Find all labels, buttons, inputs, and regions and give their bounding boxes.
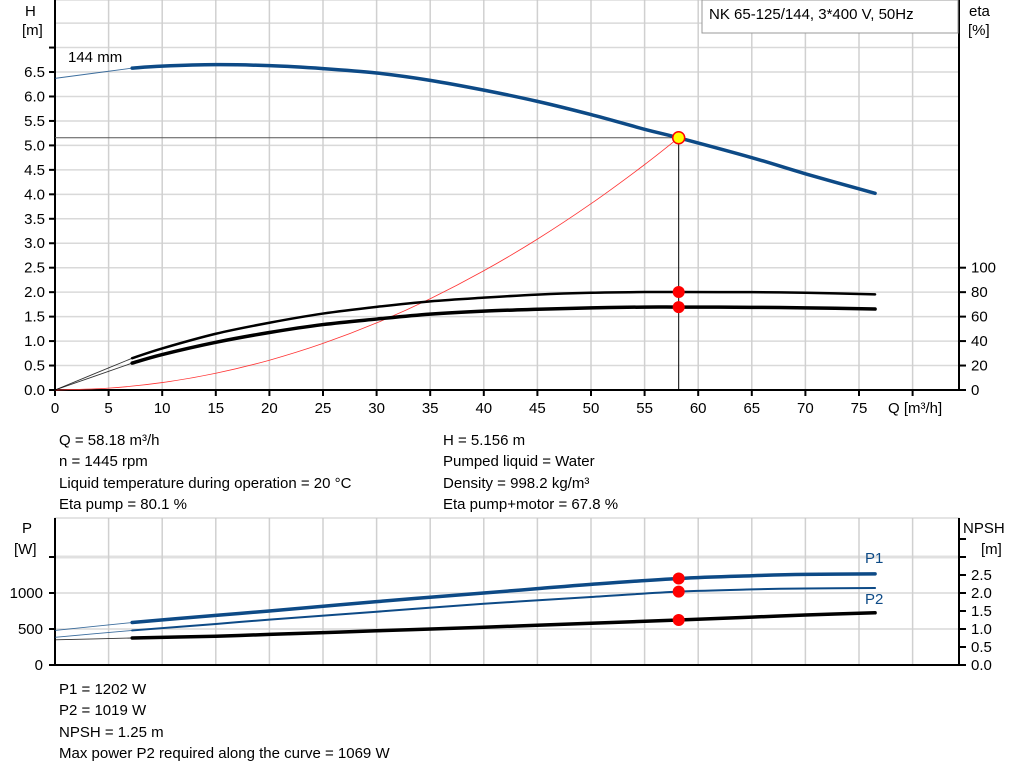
info-head: H = 5.156 m — [443, 432, 526, 449]
npsh-point-marker — [672, 614, 685, 626]
y-tick-label: 0.0 — [24, 382, 45, 399]
info-top-left: Q = 58.18 m³/h n = 1445 rpm Liquid tempe… — [59, 430, 351, 515]
p1-curve-line — [130, 572, 877, 625]
p2-curve-extrapolated-line — [54, 629, 133, 638]
x-tick-label: 25 — [315, 400, 332, 417]
p1-point-marker — [672, 572, 685, 585]
y-axis-unit: [m] — [22, 22, 43, 39]
x-tick-label: 50 — [583, 400, 600, 417]
x-tick-label: 5 — [104, 400, 112, 417]
y2-tick-label: 0.5 — [971, 639, 992, 656]
info-temperature: Liquid temperature during operation = 20… — [59, 474, 352, 492]
info-eta-pump-motor: Eta pump+motor = 67.8 % — [443, 495, 619, 513]
info-liquid: Pumped liquid = Water — [443, 453, 595, 471]
y-tick-label: 0.5 — [24, 358, 45, 375]
y-tick-label: 1000 — [10, 585, 43, 602]
info-p2: P2 = 1019 W — [59, 702, 147, 720]
y-axis-label: H — [25, 3, 36, 20]
info-npsh: NPSH = 1.25 m — [59, 723, 164, 741]
y-tick-label: 0 — [35, 657, 43, 674]
x-tick-label: 30 — [368, 400, 385, 417]
y-tick-label: 2.0 — [24, 284, 45, 301]
info-p1: P1 = 1202 W — [59, 681, 147, 698]
p2-curve-line — [131, 587, 877, 632]
info-flow: Q = 58.18 m³/h — [59, 432, 160, 449]
y2-axis-unit: [m] — [981, 541, 1002, 558]
curve-label: 144 mm — [68, 49, 122, 66]
y2-tick-label: 2.5 — [971, 567, 992, 584]
y-tick-label: 2.5 — [24, 260, 45, 277]
y-tick-label: 3.0 — [24, 235, 45, 252]
y2-tick-label: 80 — [971, 284, 988, 301]
y2-axis-label: eta — [969, 3, 991, 20]
head-curve-line — [130, 62, 877, 196]
p1-label: P1 — [865, 550, 883, 567]
y-tick-label: 6.0 — [24, 88, 45, 105]
y2-tick-label: 0.0 — [971, 657, 992, 674]
p1-curve-extrapolated-line — [54, 622, 133, 631]
y2-tick-label: 0 — [971, 382, 979, 399]
npsh-curve-extrapolated-line — [54, 637, 133, 641]
x-tick-label: 10 — [154, 400, 171, 417]
eta-pump-motor-curve-line — [130, 305, 877, 365]
y-tick-label: 3.5 — [24, 211, 45, 228]
y2-axis-unit: [%] — [968, 22, 990, 39]
x-tick-label: 55 — [636, 400, 653, 417]
eta-pump-motor-point-marker — [672, 301, 685, 314]
y-tick-label: 5.0 — [24, 137, 45, 154]
y2-tick-label: 100 — [971, 260, 996, 277]
y-axis-label: P — [22, 520, 32, 537]
y2-tick-label: 60 — [971, 309, 988, 326]
eta-pump-curve-extrapolated-line — [54, 357, 133, 391]
info-max-power: Max power P2 required along the curve = … — [59, 744, 390, 762]
x-tick-label: 65 — [743, 400, 760, 417]
y-tick-label: 4.0 — [24, 186, 45, 203]
y2-tick-label: 20 — [971, 358, 988, 375]
x-tick-label: 70 — [797, 400, 814, 417]
y2-tick-label: 1.0 — [971, 621, 992, 638]
x-tick-label: 15 — [207, 400, 224, 417]
eta-pump-motor-curve-extrapolated-line — [54, 362, 133, 391]
x-axis-label: Q [m³/h] — [888, 400, 942, 417]
head-curve-extrapolated-line — [54, 67, 133, 79]
p2-label: P2 — [865, 591, 883, 608]
y-tick-label: 6.5 — [24, 64, 45, 81]
x-tick-label: 75 — [851, 400, 868, 417]
y-tick-label: 1.0 — [24, 333, 45, 350]
info-bottom: P1 = 1202 W P2 = 1019 W NPSH = 1.25 m Ma… — [59, 679, 390, 764]
x-tick-label: 45 — [529, 400, 546, 417]
x-tick-label: 0 — [51, 400, 59, 417]
y-tick-label: 1.5 — [24, 309, 45, 326]
title-box — [701, 0, 959, 34]
eta-pump-curve-line — [130, 290, 877, 360]
y-tick-label: 500 — [18, 621, 43, 638]
x-tick-label: 60 — [690, 400, 707, 417]
info-eta-pump: Eta pump = 80.1 % — [59, 495, 187, 513]
y2-tick-label: 40 — [971, 333, 988, 350]
y2-axis-label: NPSH — [963, 520, 1005, 537]
info-density: Density = 998.2 kg/m³ — [443, 474, 590, 492]
system-curve-line — [54, 137, 679, 391]
npsh-curve-line — [130, 611, 877, 640]
info-speed: n = 1445 rpm — [59, 453, 148, 471]
x-tick-label: 40 — [475, 400, 492, 417]
y2-tick-label: 1.5 — [971, 603, 992, 620]
chart-title: NK 65-125/144, 3*400 V, 50Hz — [709, 6, 914, 23]
info-top-right: H = 5.156 m Pumped liquid = Water Densit… — [443, 430, 618, 515]
x-tick-label: 20 — [261, 400, 278, 417]
y-axis-unit: [W] — [14, 541, 37, 558]
y-tick-label: 5.5 — [24, 113, 45, 130]
y2-tick-label: 2.0 — [971, 585, 992, 602]
p2-point-marker — [672, 585, 685, 598]
operating-point-marker — [671, 131, 686, 145]
y-tick-label: 4.5 — [24, 162, 45, 179]
x-tick-label: 35 — [422, 400, 439, 417]
eta-pump-point-marker — [672, 286, 685, 299]
